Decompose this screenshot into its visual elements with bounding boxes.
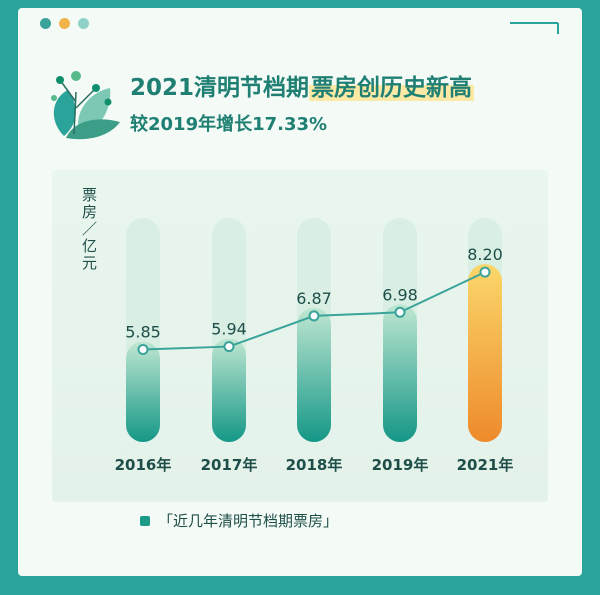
value-label: 5.85 bbox=[125, 323, 161, 342]
trend-point bbox=[394, 306, 406, 318]
value-label: 5.94 bbox=[211, 320, 247, 339]
legend-label: 「近几年清明节档期票房」 bbox=[158, 512, 339, 530]
y-axis-label: 票房／亿元 bbox=[82, 186, 97, 272]
bar-2021年 bbox=[468, 264, 502, 442]
title-part1: 2021清明节档期 bbox=[130, 75, 310, 101]
bar-2019年 bbox=[383, 304, 417, 442]
window-dot-yellow bbox=[59, 18, 70, 29]
subtitle: 较2019年增长17.33% bbox=[130, 114, 328, 135]
value-label: 6.87 bbox=[296, 289, 332, 308]
page-title: 2021清明节档期票房创历史新高 bbox=[130, 68, 475, 102]
window-dot-teal bbox=[40, 18, 51, 29]
chart-legend: 「近几年清明节档期票房」 bbox=[140, 510, 338, 531]
legend-swatch bbox=[140, 515, 150, 526]
value-label: 8.20 bbox=[467, 245, 503, 264]
trend-point bbox=[308, 310, 320, 322]
x-tick-label: 2021年 bbox=[457, 456, 514, 474]
trend-point bbox=[479, 266, 491, 278]
window-dot-mint bbox=[78, 18, 89, 29]
window-dots bbox=[40, 18, 89, 29]
x-tick-label: 2019年 bbox=[372, 456, 429, 474]
x-tick-label: 2018年 bbox=[286, 456, 343, 474]
leaf-logo-icon bbox=[51, 71, 120, 140]
value-label: 6.98 bbox=[382, 285, 418, 304]
x-tick-label: 2016年 bbox=[115, 456, 172, 474]
title-part2-highlight: 票房创历史新高 bbox=[309, 75, 475, 101]
bar-2016年 bbox=[126, 341, 160, 442]
trend-point bbox=[137, 344, 149, 356]
trend-point bbox=[223, 341, 235, 353]
bar-2017年 bbox=[212, 338, 246, 442]
corner-lines-icon bbox=[510, 22, 559, 34]
bar-2018年 bbox=[297, 307, 331, 442]
x-tick-label: 2017年 bbox=[201, 456, 258, 474]
